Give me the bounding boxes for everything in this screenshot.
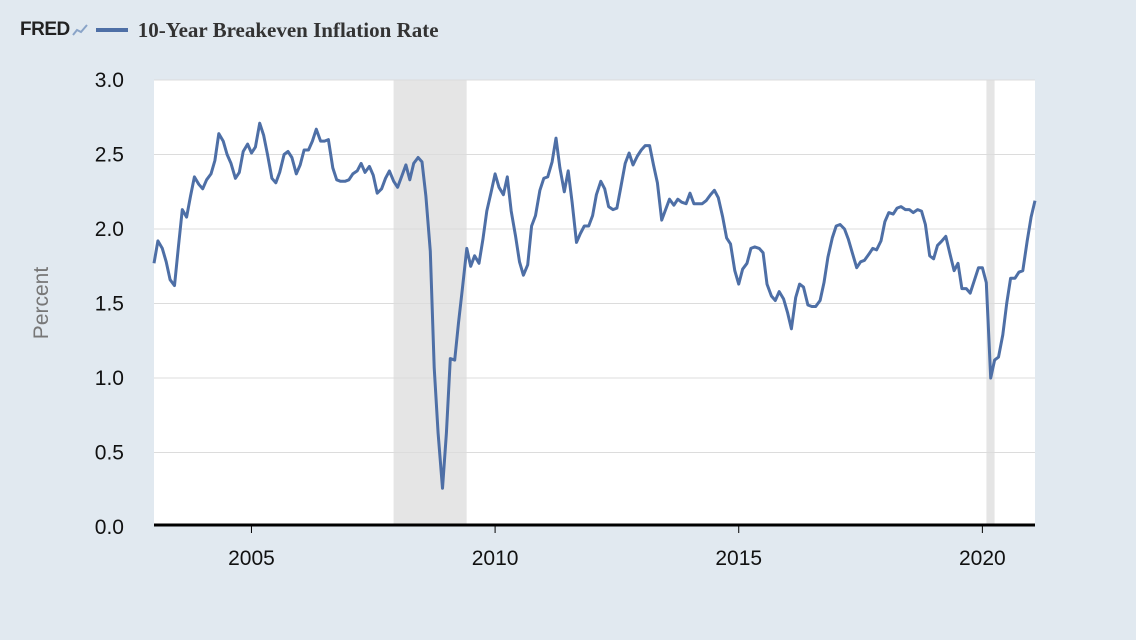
x-tick-label: 2015 <box>715 547 762 570</box>
chart-line-icon <box>71 24 88 36</box>
y-tick-label: 1.5 <box>95 293 124 316</box>
x-tick-label: 2005 <box>228 547 275 570</box>
y-tick-labels: 0.0 0.5 1.0 1.5 2.0 2.5 3.0 <box>95 69 124 539</box>
y-tick-label: 3.0 <box>95 69 124 92</box>
grid-lines <box>154 79 1035 453</box>
y-tick-label: 0.5 <box>95 442 124 465</box>
y-tick-label: 0.0 <box>95 516 124 539</box>
fred-logo[interactable]: FRED <box>20 19 70 40</box>
recession-band <box>986 80 995 525</box>
y-tick-label: 2.0 <box>95 218 124 241</box>
x-tick-label: 2020 <box>959 547 1006 570</box>
plot-area <box>154 80 1035 524</box>
series-group <box>152 121 1037 490</box>
y-tick-label: 1.0 <box>95 367 124 390</box>
y-tick-label: 2.5 <box>95 144 124 167</box>
series-line <box>152 121 1037 490</box>
chart-header: FRED 10-Year Breakeven Inflation Rate <box>20 14 439 46</box>
chart-title: 10-Year Breakeven Inflation Rate <box>137 17 439 42</box>
x-tick-labels: 2005 2010 2015 2020 <box>228 525 1006 570</box>
legend-swatch <box>95 28 128 32</box>
x-tick-label: 2010 <box>472 547 519 570</box>
recession-band <box>393 80 467 525</box>
y-axis-title: Percent <box>30 267 53 340</box>
